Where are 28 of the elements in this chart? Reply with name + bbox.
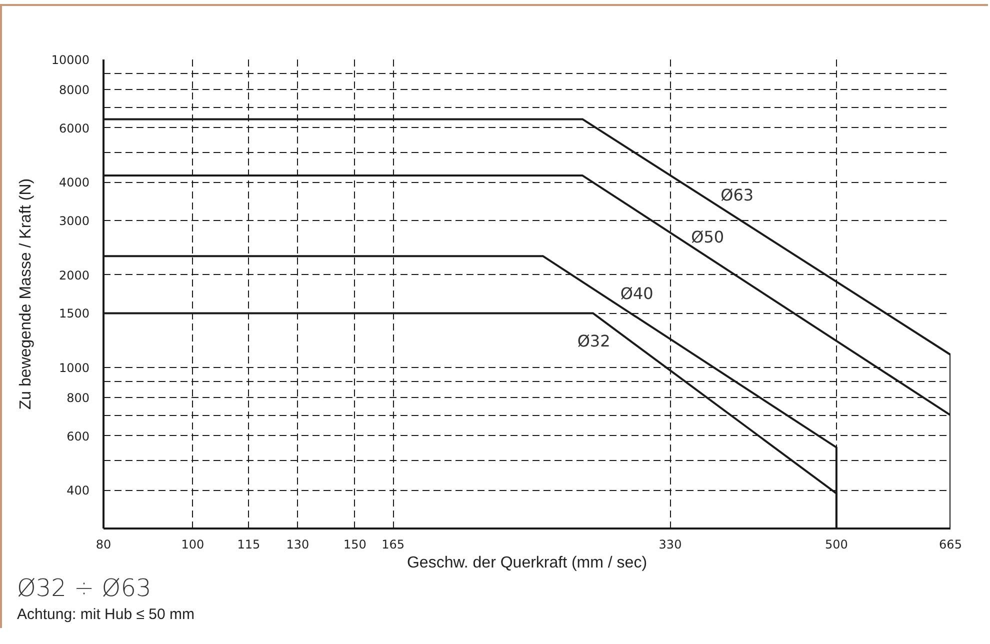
y-tick-label: 1500 xyxy=(58,306,90,321)
x-tick-label: 500 xyxy=(824,538,848,552)
series-label: Ø50 xyxy=(691,228,724,247)
x-tick-label: 330 xyxy=(658,538,682,552)
x-tick-label: 115 xyxy=(237,538,260,552)
x-tick-label: 130 xyxy=(286,538,310,552)
y-axis-title: Zu bewegende Masse / Kraft (N) xyxy=(17,178,34,410)
y-tick-label: 6000 xyxy=(58,121,90,136)
x-tick-label: 150 xyxy=(343,538,366,552)
y-tick-label: 8000 xyxy=(58,82,90,97)
y-tick-label: 1000 xyxy=(58,360,90,375)
text: Achtung: mit Hub ≤ 50 mm xyxy=(17,605,194,625)
series-label: Ø63 xyxy=(720,186,754,205)
y-tick-label: 4000 xyxy=(58,176,90,190)
y-tick-label: 400 xyxy=(66,484,90,498)
x-tick-label: 165 xyxy=(382,538,404,552)
x-tick-label: 665 xyxy=(939,538,962,552)
series-label: Ø32 xyxy=(577,331,610,350)
y-tick-label: 600 xyxy=(66,429,90,444)
y-tick-label: 2000 xyxy=(58,268,90,282)
y-tick-label: 10000 xyxy=(51,53,90,67)
text: Ø32 ÷ Ø63 xyxy=(17,574,152,602)
x-tick-label: 100 xyxy=(181,538,204,552)
y-tick-label: 800 xyxy=(66,390,90,405)
x-axis-title: Geschw. der Querkraft (mm / sec) xyxy=(406,554,648,572)
y-tick-label: 3000 xyxy=(58,214,90,228)
x-tick-label: 80 xyxy=(96,538,112,552)
series-label: Ø40 xyxy=(620,284,654,303)
